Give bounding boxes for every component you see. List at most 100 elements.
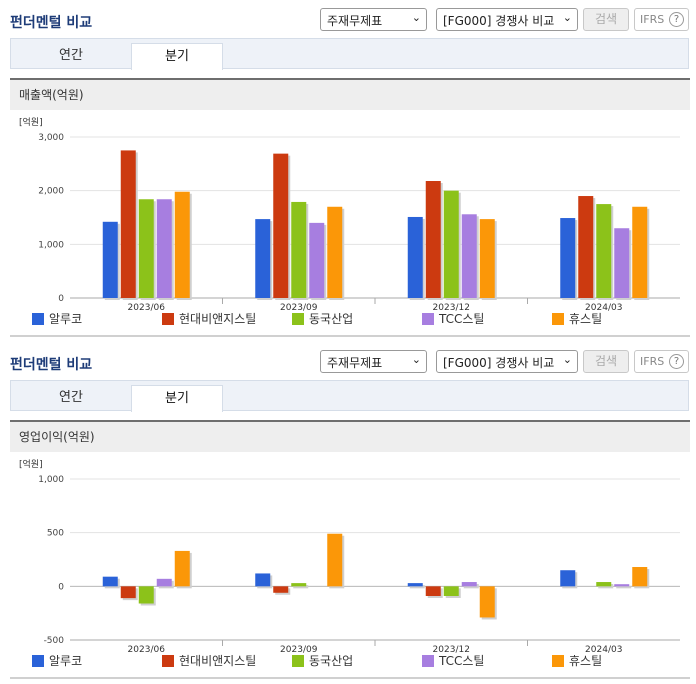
bar [327, 206, 343, 298]
x-tick-label: 2023/09 [280, 303, 318, 313]
statement-select-value: 주재무제표 [327, 356, 383, 370]
bar [425, 586, 441, 596]
legend-item: 휴스틸 [552, 311, 602, 327]
legend-swatch [552, 655, 564, 667]
x-tick-label: 2023/12 [433, 303, 470, 313]
legend-label: 알루코 [49, 312, 83, 326]
y-unit-label: [억원] [19, 458, 43, 470]
legend-item: 동국산업 [292, 653, 353, 669]
bar-shadow [616, 586, 632, 589]
chevron-down-icon: ⌄ [562, 11, 572, 24]
search-button[interactable]: 검색 [583, 8, 629, 31]
legend-swatch [32, 655, 44, 667]
bar [614, 228, 630, 298]
bar [560, 218, 576, 298]
y-unit-label: [억원] [19, 116, 43, 128]
legend-swatch [422, 655, 434, 667]
fundamental-panel-operating-profit: 펀더멘털 비교 주재무제표 ⌄ [FG000] 경쟁사 비교 ⌄ 검색 IFRS… [0, 342, 696, 679]
x-tick-label: 2023/06 [128, 303, 166, 313]
bar [578, 196, 594, 298]
peer-select[interactable]: [FG000] 경쟁사 비교 ⌄ [436, 8, 578, 31]
legend-item: 알루코 [32, 653, 82, 669]
ifrs-button[interactable]: IFRS ? [634, 350, 689, 373]
chart-legend: 알루코 현대비앤지스틸 동국산업 TCC스틸 휴스틸 [32, 653, 672, 671]
legend-item: 동국산업 [292, 311, 353, 327]
legend-label: TCC스틸 [439, 312, 485, 326]
bar [174, 550, 190, 587]
bar [425, 181, 441, 298]
legend-swatch [32, 313, 44, 325]
y-tick-label: 2,000 [38, 187, 64, 197]
bar [273, 586, 289, 593]
y-tick-label: -500 [44, 636, 65, 646]
y-tick-label: 500 [47, 529, 64, 539]
operating-profit-chart-section: 영업이익(억원) [억원] -500 0 500 1,000 2023/06 2023/09… [10, 420, 690, 679]
ifrs-label: IFRS [640, 13, 665, 26]
panel-header: 펀더멘털 비교 주재무제표 ⌄ [FG000] 경쟁사 비교 ⌄ 검색 IFRS… [0, 342, 696, 380]
x-tick-label: 2023/12 [433, 645, 470, 655]
chevron-down-icon: ⌄ [411, 11, 421, 24]
bar [596, 204, 612, 298]
statement-select[interactable]: 주재무제표 ⌄ [320, 8, 427, 31]
legend-item: 현대비앤지스틸 [162, 653, 256, 669]
bar [291, 583, 307, 587]
bar [461, 582, 477, 587]
bar [327, 533, 343, 587]
search-button[interactable]: 검색 [583, 350, 629, 373]
tab-annual[interactable]: 연간 [59, 390, 83, 405]
operating-profit-bar-chart: [억원] -500 0 500 1,000 2023/06 2023/09 2023/12 20… [19, 458, 680, 655]
y-tick-label: 1,000 [38, 240, 64, 250]
statement-select-value: 주재무제표 [327, 14, 383, 28]
bar [560, 570, 576, 587]
ifrs-label: IFRS [640, 355, 665, 368]
sales-chart-section: 매출액(억원) [억원] 0 1,000 2,000 3,000 2023/06 2023/… [10, 78, 690, 337]
bar [174, 191, 190, 298]
bar [273, 153, 289, 298]
bar [614, 584, 630, 587]
period-tabs: 연간 분기 [10, 38, 689, 70]
period-tabs: 연간 분기 [10, 380, 689, 412]
peer-select-value: [FG000] 경쟁사 비교 [443, 356, 555, 370]
tab-annual[interactable]: 연간 [59, 48, 83, 63]
legend-swatch [422, 313, 434, 325]
sales-bar-chart: [억원] 0 1,000 2,000 3,000 2023/06 2023/09 2023/1… [19, 116, 680, 313]
legend-label: 현대비앤지스틸 [179, 654, 257, 668]
x-tick-label: 2024/03 [585, 645, 622, 655]
panel-title: 펀더멘털 비교 [10, 357, 93, 373]
bar [156, 199, 172, 298]
chevron-down-icon: ⌄ [411, 353, 421, 366]
legend-swatch [162, 313, 174, 325]
chevron-down-icon: ⌄ [562, 353, 572, 366]
legend-label: 휴스틸 [569, 654, 603, 668]
metric-label: 매출액(억원) [10, 80, 690, 110]
y-tick-label: 0 [58, 294, 64, 304]
bar [632, 567, 648, 587]
legend-item: 휴스틸 [552, 653, 602, 669]
help-icon[interactable]: ? [669, 12, 684, 27]
ifrs-button[interactable]: IFRS ? [634, 8, 689, 31]
bar [309, 222, 325, 298]
bar [479, 219, 495, 298]
peer-select[interactable]: [FG000] 경쟁사 비교 ⌄ [436, 350, 578, 373]
fundamental-panel-sales: 펀더멘털 비교 주재무제표 ⌄ [FG000] 경쟁사 비교 ⌄ 검색 IFRS… [0, 0, 696, 337]
legend-label: 현대비앤지스틸 [179, 312, 257, 326]
bar [479, 586, 495, 618]
statement-select[interactable]: 주재무제표 ⌄ [320, 350, 427, 373]
help-icon[interactable]: ? [669, 354, 684, 369]
bar [138, 586, 154, 604]
bar [120, 586, 136, 599]
bar [407, 216, 423, 298]
legend-item: 알루코 [32, 311, 82, 327]
legend-label: TCC스틸 [439, 654, 485, 668]
bar [138, 199, 154, 298]
bar [102, 576, 118, 587]
peer-select-value: [FG000] 경쟁사 비교 [443, 14, 555, 28]
chart-legend: 알루코 현대비앤지스틸 동국산업 TCC스틸 휴스틸 [32, 311, 672, 329]
bar [632, 206, 648, 298]
tab-quarterly[interactable]: 분기 [131, 385, 223, 412]
bar [102, 221, 118, 298]
y-tick-label: 0 [58, 582, 64, 592]
tab-quarterly[interactable]: 분기 [131, 43, 223, 70]
bar [255, 219, 271, 298]
x-tick-label: 2023/09 [280, 645, 318, 655]
